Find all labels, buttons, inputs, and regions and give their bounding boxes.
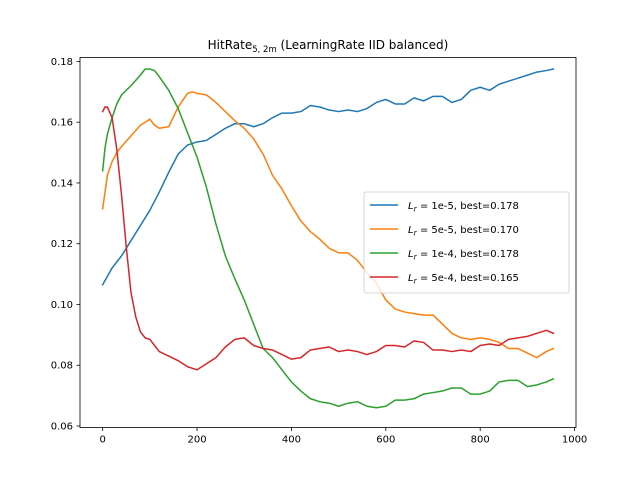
chart-title-rest: (LearningRate IID balanced) xyxy=(277,38,449,52)
legend-label-1e-5: Lr = 1e-5, best=0.178 xyxy=(408,201,519,214)
y-tick-label: 0.12 xyxy=(51,239,73,250)
x-tick-label: 1000 xyxy=(562,435,587,446)
y-tick-label: 0.08 xyxy=(51,361,73,372)
y-tick-label: 0.06 xyxy=(51,421,73,432)
legend: Lr = 1e-5, best=0.178 Lr = 5e-5, best=0.1… xyxy=(363,191,570,294)
x-tick-label: 600 xyxy=(376,435,395,446)
x-tick-label: 800 xyxy=(471,435,490,446)
legend-label-5e-5: Lr = 5e-5, best=0.170 xyxy=(408,225,519,238)
y-tick-label: 0.18 xyxy=(51,57,73,68)
y-tick-label: 0.14 xyxy=(51,178,73,189)
y-tick-label: 0.16 xyxy=(51,118,73,129)
legend-label-1e-4: Lr = 1e-4, best=0.178 xyxy=(408,249,519,262)
chart-title-subscript: 5, 2m xyxy=(252,45,277,55)
series-line-1e-5 xyxy=(101,68,555,286)
chart-title: HitRate5, 2m (LearningRate IID balanced) xyxy=(208,38,449,55)
plot-lines xyxy=(101,68,555,409)
y-tick-label: 0.10 xyxy=(51,300,73,311)
plot-frame xyxy=(79,57,577,428)
chart-title-main: HitRate xyxy=(208,38,253,52)
series-line-5e-4 xyxy=(101,106,555,371)
x-tick-label: 0 xyxy=(99,435,105,446)
series-line-5e-5 xyxy=(101,91,555,359)
x-tick-label: 400 xyxy=(282,435,301,446)
x-tick-label: 200 xyxy=(187,435,206,446)
x-axis-ticks: 0 200 400 600 800 1000 xyxy=(99,427,587,446)
legend-box xyxy=(363,191,570,294)
y-axis-ticks: 0.06 0.08 0.10 0.12 0.14 0.16 0.18 xyxy=(51,57,80,432)
legend-label-5e-4: Lr = 5e-4, best=0.165 xyxy=(408,273,519,286)
series-line-1e-4 xyxy=(101,68,555,409)
